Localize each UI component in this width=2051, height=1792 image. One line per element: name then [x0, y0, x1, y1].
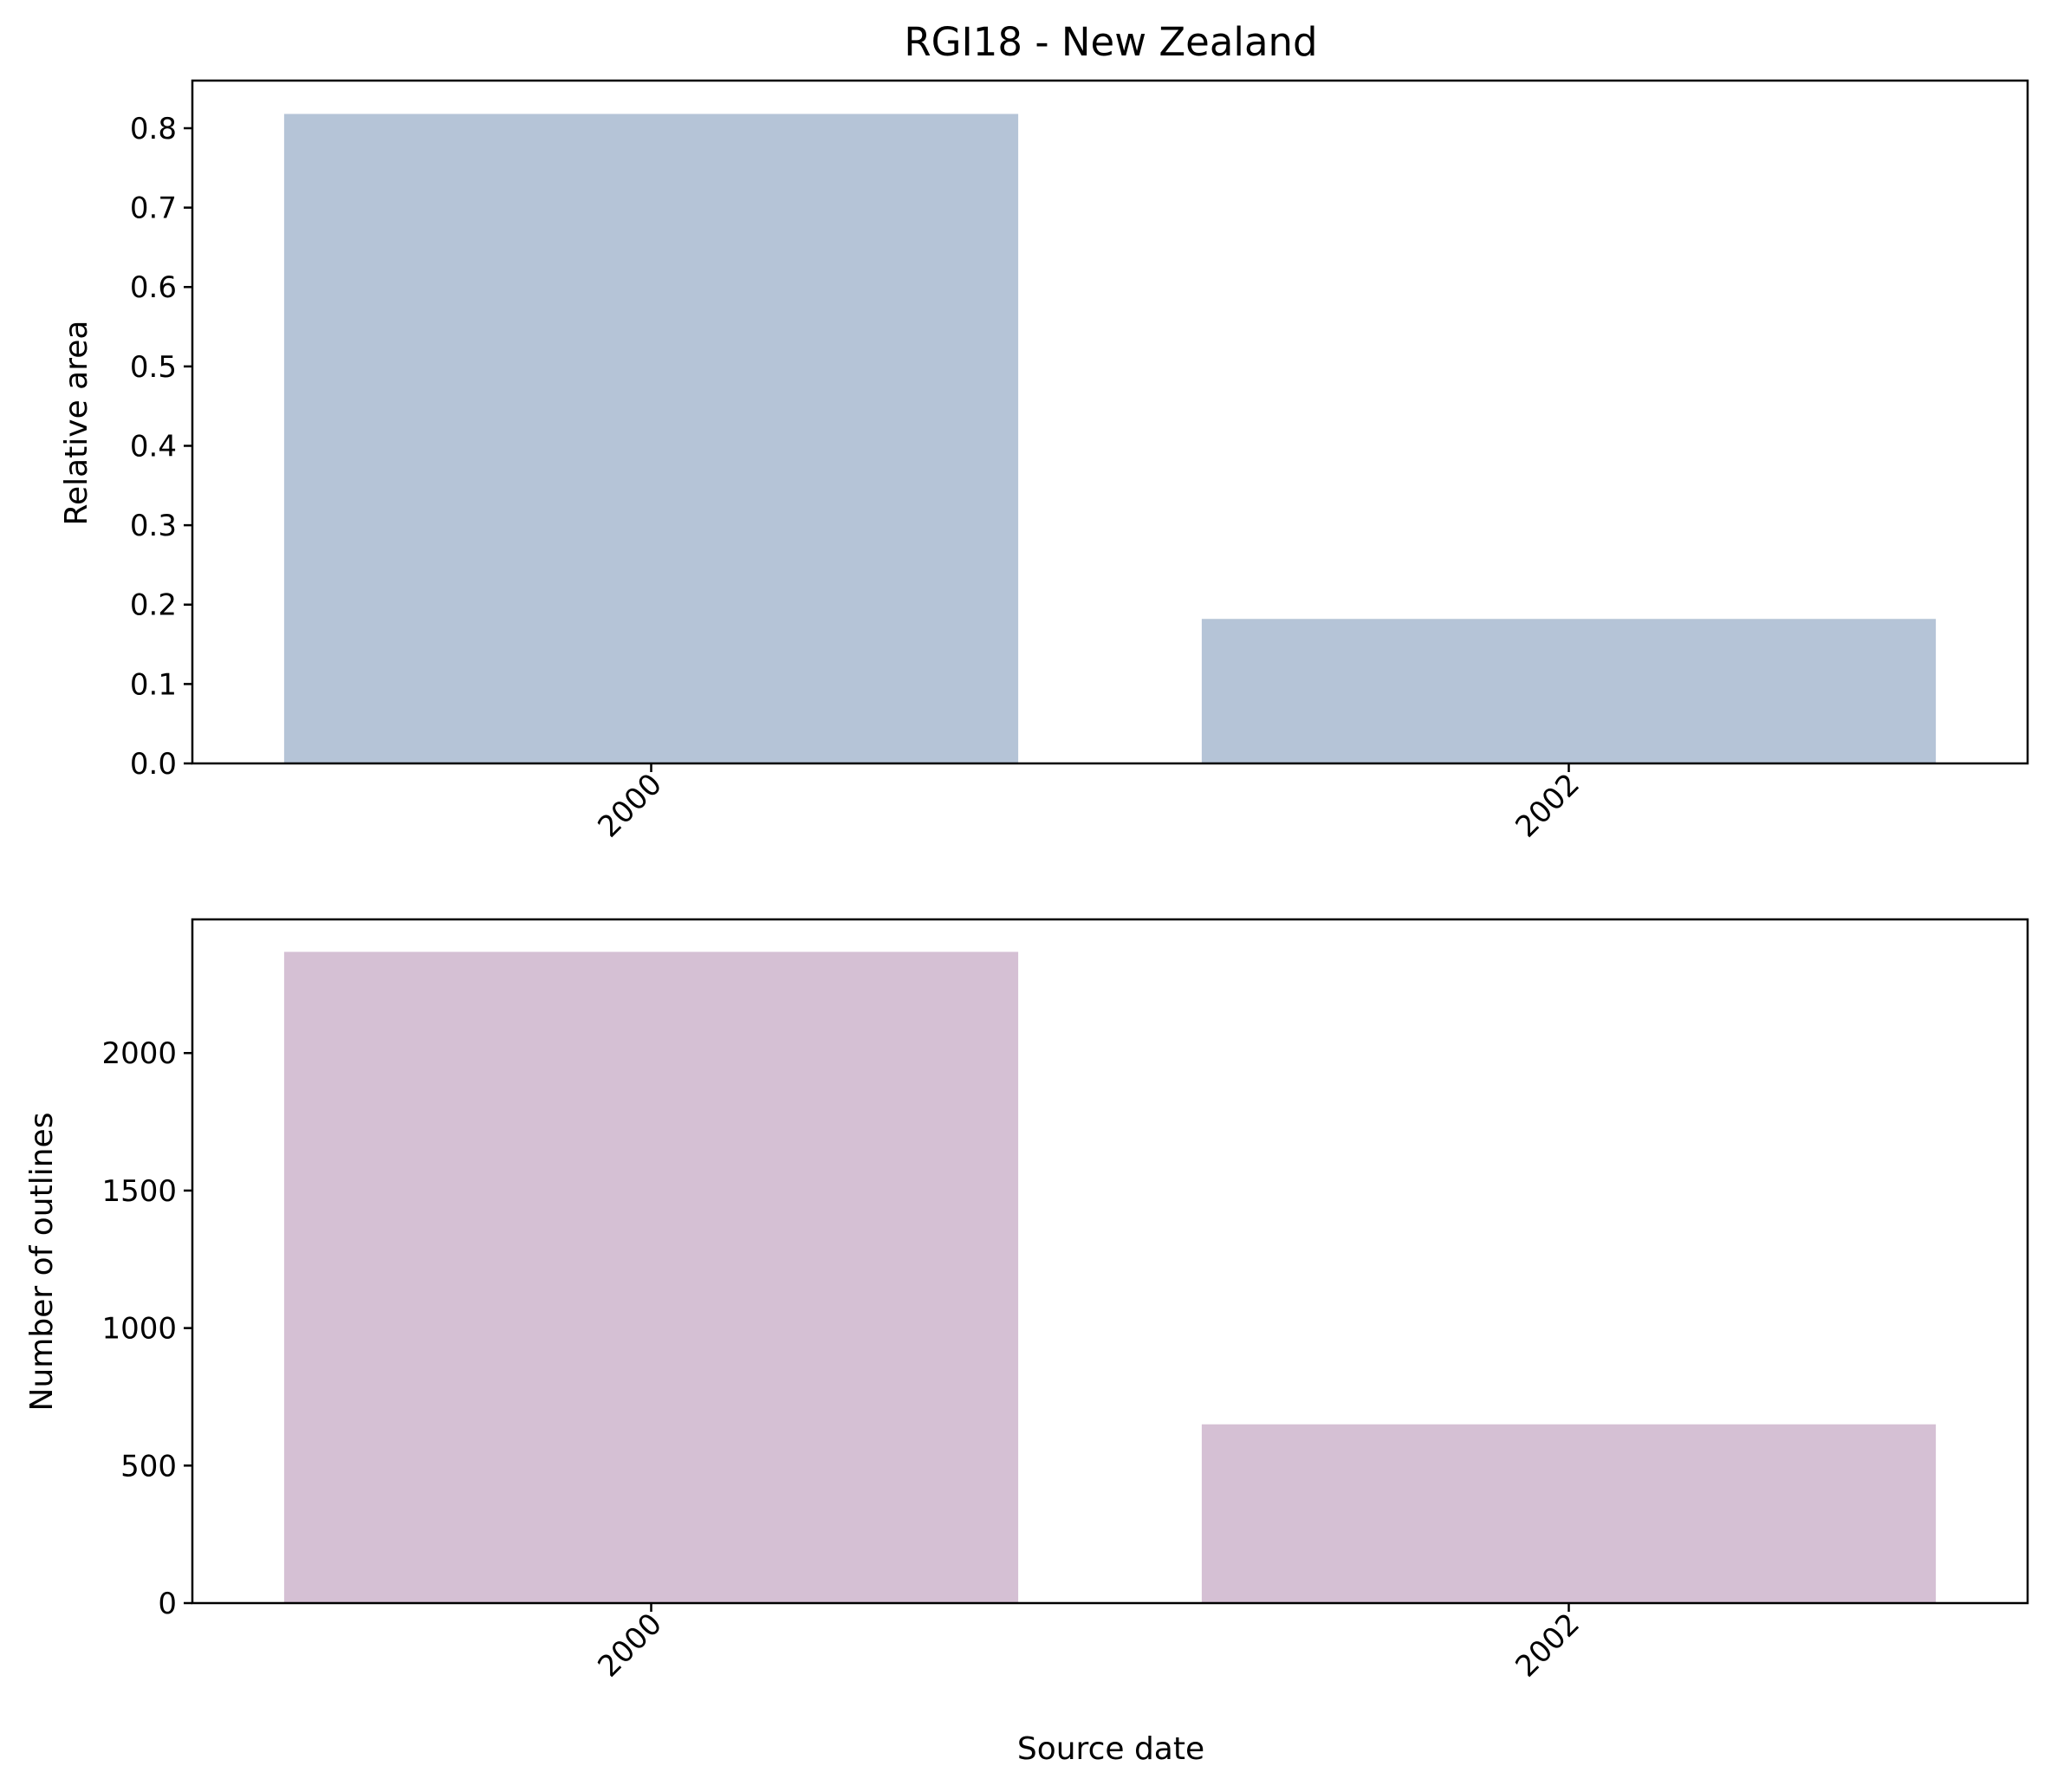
bottom-x-tick-label: 2000	[591, 1607, 668, 1684]
bottom-y-tick-label: 2000	[101, 1036, 177, 1071]
top-bar-2002	[1201, 619, 1937, 763]
top-y-axis-label: Relative area	[59, 321, 94, 526]
bottom-x-tick-label: 2002	[1509, 1607, 1586, 1684]
top-y-tick-label: 0.0	[130, 747, 177, 782]
top-y-tick-label: 0.6	[130, 270, 177, 305]
top-y-tick-label: 0.1	[130, 667, 177, 702]
top-y-tick-label: 0.5	[130, 350, 177, 385]
bottom-y-tick-label: 500	[120, 1449, 177, 1484]
chart-title: RGI18 - New Zealand	[904, 19, 1317, 65]
top-y-tick-label: 0.7	[130, 192, 177, 226]
top-y-tick-label: 0.2	[130, 588, 177, 623]
bottom-y-axis-label: Number of outlines	[24, 1113, 60, 1412]
relative-area-panel: 0.0 0.1 0.2 0.3 0.4 0.5 0.6 0.7 0.8 2000 2002	[130, 79, 2029, 845]
top-y-tick-label: 0.8	[130, 112, 177, 146]
bottom-y-tick-label: 1500	[101, 1174, 177, 1209]
bottom-bar-2000	[283, 951, 1019, 1603]
top-bar-2000	[283, 114, 1019, 764]
top-x-tick-label: 2002	[1509, 767, 1586, 844]
bottom-y-tick-label: 1000	[101, 1312, 177, 1347]
top-y-tick-label: 0.3	[130, 509, 177, 543]
top-y-tick-label: 0.4	[130, 429, 177, 464]
top-axes-frame	[191, 79, 2029, 765]
bottom-axes-frame	[191, 918, 2029, 1605]
outline-count-panel: 0 500 1000 1500 2000 2000 2002	[101, 918, 2029, 1685]
bottom-bar-2002	[1201, 1424, 1937, 1603]
top-x-tick-label: 2000	[591, 767, 668, 844]
x-axis-label: Source date	[1017, 1731, 1204, 1767]
bottom-y-tick-label: 0	[158, 1587, 177, 1621]
